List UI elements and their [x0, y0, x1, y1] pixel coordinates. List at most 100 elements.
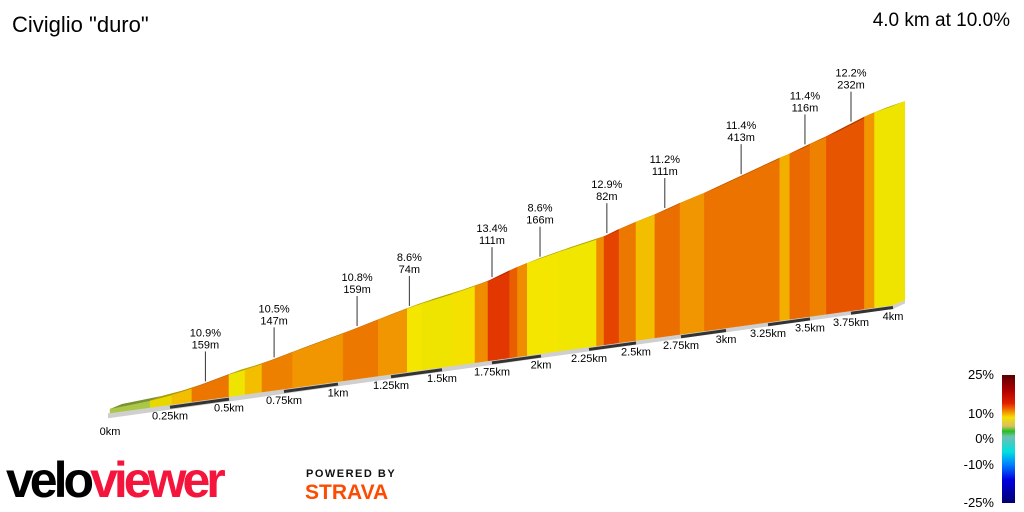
gradient-segment: [654, 202, 681, 339]
profile-top-face: [110, 395, 163, 409]
veloviewer-logo: veloviewer: [6, 452, 226, 508]
gradient-segment: [603, 228, 620, 346]
gradient-segment: [487, 270, 510, 362]
profile-top-face: [826, 111, 877, 137]
profile-top-face: [527, 247, 571, 264]
x-tick-label: 0km: [100, 426, 121, 438]
annotation-length: 413m: [727, 132, 755, 144]
annotation-length: 147m: [260, 315, 288, 327]
gradient-segment: [874, 105, 894, 308]
annotation-gradient: 10.9%: [190, 327, 221, 339]
annotation-gradient: 11.4%: [790, 90, 821, 102]
annotation-gradient: 8.6%: [527, 203, 552, 215]
scale-label-10: 10%: [967, 406, 994, 421]
annotation-gradient: 10.8%: [341, 272, 372, 284]
annotation-gradient: 12.2%: [835, 68, 866, 80]
distance-dash: [390, 368, 443, 379]
profile-top-face: [245, 358, 274, 370]
x-tick-label: 0.75km: [266, 395, 302, 407]
strava-logo: STRAVA: [305, 481, 389, 504]
climb-title: Civiglio "duro": [12, 12, 149, 37]
annotation-length: 166m: [526, 215, 554, 227]
powered-by-label: POWERED BY: [306, 468, 397, 480]
gradient-segment: [618, 221, 637, 344]
profile-top-face: [452, 281, 487, 295]
scale-label-min: -25%: [963, 495, 994, 510]
profile-top-face: [378, 303, 420, 320]
x-tick-label: 3.75km: [833, 317, 869, 329]
x-tick-label: 4km: [883, 311, 904, 323]
distance-dash: [767, 317, 811, 327]
gradient-segment: [292, 333, 344, 389]
distance-dash: [283, 382, 339, 393]
scale-label-neg10: -10%: [963, 457, 994, 472]
x-tick-label: 0.25km: [152, 411, 188, 423]
gradient-segment: [679, 192, 705, 335]
gradient-segment: [558, 239, 597, 352]
gradient-segment: [864, 112, 875, 310]
profile-top-face: [558, 234, 609, 253]
gradient-segment: [342, 319, 379, 382]
annotation-gradient: 13.4%: [476, 223, 507, 235]
x-tick-label: 0.5km: [214, 403, 244, 415]
profile-top-face: [229, 364, 258, 375]
annotation-length: 74m: [399, 264, 420, 276]
x-tick-label: 3km: [716, 334, 737, 346]
gradient-segment: [261, 351, 293, 393]
gradient-segment: [517, 262, 528, 358]
gradient-segment: [789, 143, 811, 320]
gradient-segment: [527, 251, 559, 356]
gradient-segment: [474, 280, 489, 363]
gradient-segment: [407, 303, 422, 373]
distance-dash: [588, 341, 637, 351]
annotation-gradient: 12.9%: [591, 179, 622, 191]
x-tick-label: 2.75km: [663, 340, 699, 352]
x-tick-label: 1.25km: [373, 380, 409, 392]
scale-label-max: 25%: [967, 367, 994, 382]
profile-top-face: [150, 390, 184, 401]
annotation-length: 111m: [652, 166, 678, 178]
gradient-segment: [704, 157, 781, 332]
profile-top-face: [292, 328, 356, 353]
scale-label-0: 0%: [975, 431, 994, 446]
distance-dash: [680, 329, 727, 339]
gradient-segment: [378, 308, 408, 377]
gradient-segment: [509, 266, 518, 359]
x-tick-label: 3.5km: [795, 322, 825, 334]
x-tick-label: 1km: [328, 388, 349, 400]
distance-dash: [491, 354, 542, 365]
annotation-gradient: 8.6%: [397, 252, 422, 264]
profile-top-face: [407, 298, 434, 309]
profile-top-face: [171, 383, 204, 396]
distance-dash: [850, 306, 894, 315]
gradient-segment: [826, 116, 865, 315]
distance-dash: [169, 397, 230, 409]
gradient-segment: [596, 236, 605, 347]
climb-summary: 4.0 km at 10.0%: [872, 10, 1010, 31]
x-tick-label: 2.5km: [621, 346, 651, 358]
annotation-length: 82m: [596, 191, 617, 203]
profile-top-face: [421, 289, 464, 304]
gradient-segment: [421, 293, 453, 371]
annotation-length: 159m: [192, 339, 220, 351]
profile-top-face: [262, 347, 305, 364]
profile-end-face: [893, 101, 905, 305]
profile-top-face: [191, 369, 241, 389]
profile-top-face: [704, 152, 792, 193]
x-tick-label: 2.25km: [571, 353, 607, 365]
annotation-gradient: 11.2%: [650, 154, 681, 166]
x-tick-label: 2km: [531, 360, 552, 372]
annotation-length: 232m: [837, 80, 865, 92]
annotation-gradient: 11.4%: [726, 120, 757, 132]
x-tick-label: 3.25km: [750, 328, 786, 340]
profile-top-face: [874, 101, 905, 113]
gradient-segment: [779, 153, 791, 321]
x-tick-label: 1.75km: [474, 366, 510, 378]
gradient-segment: [451, 285, 476, 367]
gradient-segment: [809, 136, 827, 317]
gradient-segment: [635, 214, 656, 341]
annotation-length: 116m: [792, 102, 819, 114]
annotation-length: 159m: [343, 284, 371, 296]
x-tick-label: 1.5km: [427, 373, 457, 385]
